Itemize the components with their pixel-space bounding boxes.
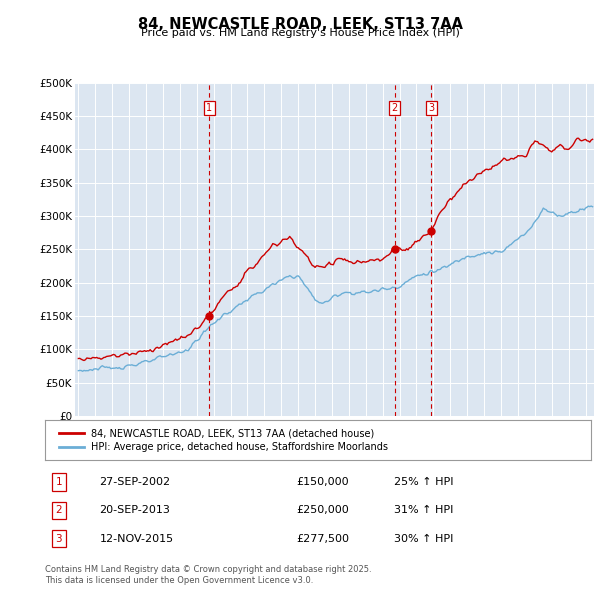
Text: 1: 1 — [55, 477, 62, 487]
Text: 30% ↑ HPI: 30% ↑ HPI — [394, 534, 454, 543]
Text: 3: 3 — [428, 103, 434, 113]
Text: £250,000: £250,000 — [296, 506, 349, 515]
Text: £277,500: £277,500 — [296, 534, 349, 543]
Text: 20-SEP-2013: 20-SEP-2013 — [100, 506, 170, 515]
Text: 84, NEWCASTLE ROAD, LEEK, ST13 7AA: 84, NEWCASTLE ROAD, LEEK, ST13 7AA — [137, 17, 463, 31]
Text: 25% ↑ HPI: 25% ↑ HPI — [394, 477, 454, 487]
Legend: 84, NEWCASTLE ROAD, LEEK, ST13 7AA (detached house), HPI: Average price, detache: 84, NEWCASTLE ROAD, LEEK, ST13 7AA (deta… — [55, 424, 392, 456]
Text: 1: 1 — [206, 103, 212, 113]
Text: Contains HM Land Registry data © Crown copyright and database right 2025.
This d: Contains HM Land Registry data © Crown c… — [45, 565, 371, 585]
Text: Price paid vs. HM Land Registry's House Price Index (HPI): Price paid vs. HM Land Registry's House … — [140, 28, 460, 38]
Text: 2: 2 — [55, 506, 62, 515]
Text: £150,000: £150,000 — [296, 477, 349, 487]
Text: 27-SEP-2002: 27-SEP-2002 — [100, 477, 171, 487]
Text: 3: 3 — [55, 534, 62, 543]
Text: 12-NOV-2015: 12-NOV-2015 — [100, 534, 174, 543]
Text: 2: 2 — [392, 103, 398, 113]
Text: 31% ↑ HPI: 31% ↑ HPI — [394, 506, 454, 515]
